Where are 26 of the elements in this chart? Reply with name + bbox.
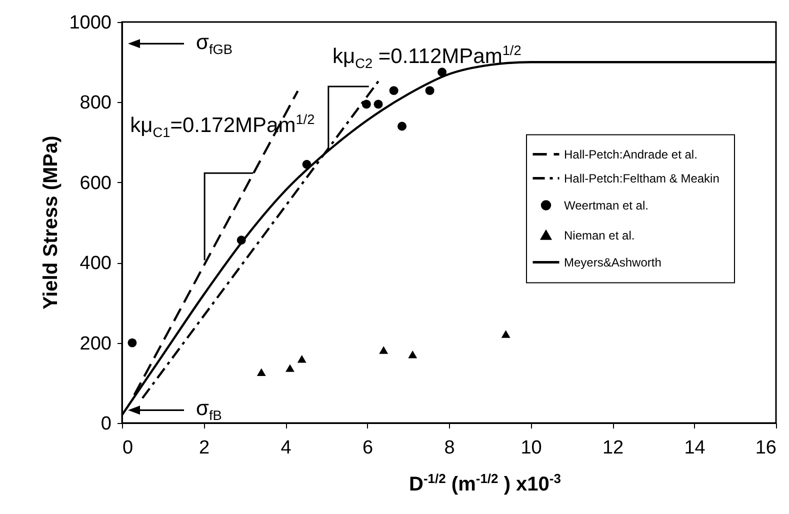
y-axis-title: Yield Stress (MPa) — [40, 136, 63, 310]
y-tick-label: 400 — [80, 253, 112, 274]
x-tick-label: 12 — [602, 438, 624, 458]
y-tick-label: 800 — [80, 92, 112, 114]
y-tick-label: 600 — [80, 172, 112, 194]
annotation: kμ$_{C2}$ =0.112MPam$^{1/2}$ — [332, 43, 522, 72]
annotation: kμ$_{C1}$=0.172MPam$^{1/2}$ — [130, 112, 315, 140]
y-tick-label: 200 — [80, 333, 112, 354]
x-tick-label: 4 — [280, 438, 292, 458]
legend-label: Hall-Petch:Feltham & Meakin — [564, 171, 720, 186]
x-tick-label: 2 — [198, 438, 210, 458]
legend-label: Nieman et al. — [564, 228, 635, 242]
x-tick-label: 16 — [755, 438, 776, 458]
x-tick-label: 10 — [520, 438, 542, 458]
x-tick-label: 6 — [362, 438, 374, 458]
x-tick-label: 14 — [684, 438, 706, 458]
legend-label: Hall-Petch:Andrade et al. — [564, 147, 698, 162]
x-axis-title: D$^{-1/2}$ (m$^{-1/2}$ ) x10$^{-3}$ — [409, 471, 561, 497]
legend-label: Meyers&Ashworth — [564, 255, 662, 270]
x-tick-label: 0 — [122, 438, 134, 458]
y-tick-label: 0 — [100, 414, 112, 434]
annotation: σ$_{fGB}$ — [196, 30, 232, 57]
legend-label: Weertman et al. — [564, 198, 648, 212]
y-tick-label: 1000 — [69, 12, 112, 34]
annotation: σ$_{fB}$ — [196, 397, 222, 424]
x-tick-label: 8 — [444, 438, 455, 458]
